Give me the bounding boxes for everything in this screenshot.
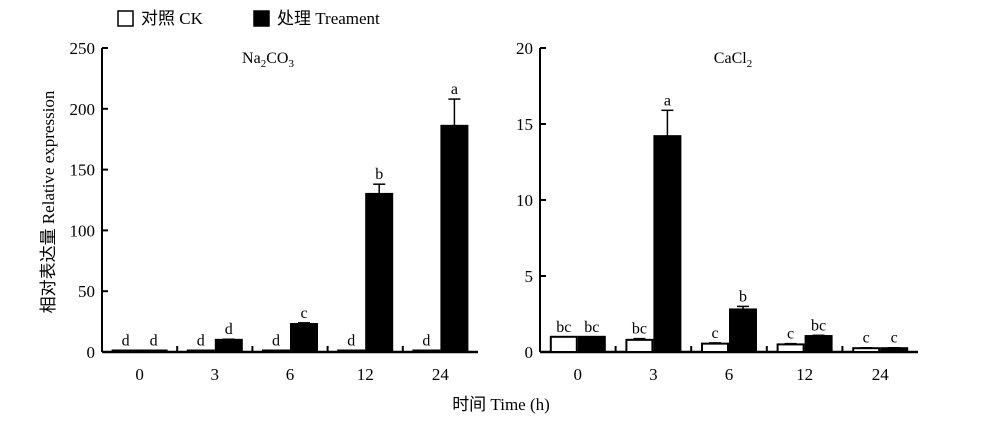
significance-letter: bc <box>811 317 826 334</box>
bar-treatment <box>440 124 469 353</box>
y-tick-label: 5 <box>525 267 534 286</box>
bar-treatment <box>365 192 394 353</box>
panel-title: CaCl2 <box>714 50 752 70</box>
significance-letter: c <box>787 326 794 343</box>
panel-title: Na2CO3 <box>242 50 294 70</box>
bar-treatment <box>577 335 606 353</box>
bar-ck <box>111 349 140 353</box>
bar-ck <box>776 343 805 353</box>
significance-letter: c <box>300 305 307 322</box>
bar-ck <box>701 342 729 354</box>
legend-swatch <box>117 10 134 27</box>
significance-letter: c <box>863 330 870 347</box>
bar-ck <box>549 335 578 353</box>
significance-letter: c <box>891 330 898 347</box>
bar-ck <box>412 349 441 353</box>
bar-treatment <box>804 335 833 354</box>
y-tick-label: 20 <box>516 39 533 58</box>
title-text: Na <box>242 50 261 67</box>
x-axis-title: 时间 Time (h) <box>452 395 550 414</box>
significance-letter: b <box>739 288 747 305</box>
significance-letter: c <box>711 325 718 342</box>
significance-letter: d <box>150 333 158 350</box>
significance-letter: d <box>197 333 205 350</box>
x-tick-label: 3 <box>211 365 220 384</box>
y-tick-label: 250 <box>70 39 96 58</box>
bar-ck <box>337 349 366 353</box>
bar-ck <box>852 347 881 354</box>
bar-treatment <box>729 308 757 354</box>
significance-letter: b <box>375 166 383 183</box>
title-subscript: 2 <box>261 58 267 70</box>
significance-letter: bc <box>584 319 599 336</box>
y-tick-label: 10 <box>516 191 533 210</box>
significance-letter: bc <box>632 321 647 338</box>
bar-ck <box>186 349 215 353</box>
significance-letter: d <box>422 333 430 350</box>
significance-letter: a <box>664 92 671 109</box>
x-tick-label: 12 <box>357 365 374 384</box>
bar-treatment <box>290 323 318 354</box>
y-tick-label: 150 <box>70 161 96 180</box>
bar-ck <box>262 349 290 353</box>
y-axis-title: 相对表达量 Relative expression <box>39 90 58 313</box>
y-tick-label: 0 <box>525 343 534 362</box>
y-tick-label: 50 <box>78 282 95 301</box>
bar-ck <box>625 338 654 353</box>
title-text: CaCl <box>714 50 747 67</box>
significance-letter: a <box>451 81 458 98</box>
x-tick-label: 24 <box>872 365 890 384</box>
significance-letter: d <box>347 333 355 350</box>
legend-label: 处理 Treament <box>277 9 380 28</box>
x-tick-label: 24 <box>432 365 450 384</box>
y-tick-label: 100 <box>70 221 96 240</box>
y-tick-label: 15 <box>516 115 533 134</box>
y-tick-label: 0 <box>87 343 96 362</box>
significance-letter: d <box>122 333 130 350</box>
significance-letter: d <box>225 321 233 338</box>
significance-letter: d <box>272 333 280 350</box>
bar-treatment <box>214 338 243 353</box>
legend-label: 对照 CK <box>141 9 204 28</box>
bar-treatment <box>139 349 168 353</box>
x-tick-label: 12 <box>796 365 813 384</box>
x-tick-label: 0 <box>574 365 583 384</box>
x-tick-label: 3 <box>649 365 658 384</box>
y-tick-label: 200 <box>70 100 96 119</box>
legend-swatch <box>253 10 270 27</box>
title-subscript: 3 <box>288 58 294 70</box>
x-tick-label: 0 <box>135 365 144 384</box>
title-text: CO <box>266 50 288 67</box>
x-tick-label: 6 <box>725 365 734 384</box>
title-subscript: 2 <box>747 58 753 70</box>
significance-letter: bc <box>556 319 571 336</box>
bar-treatment <box>653 135 682 353</box>
x-tick-label: 6 <box>286 365 295 384</box>
bar-treatment <box>880 347 909 354</box>
